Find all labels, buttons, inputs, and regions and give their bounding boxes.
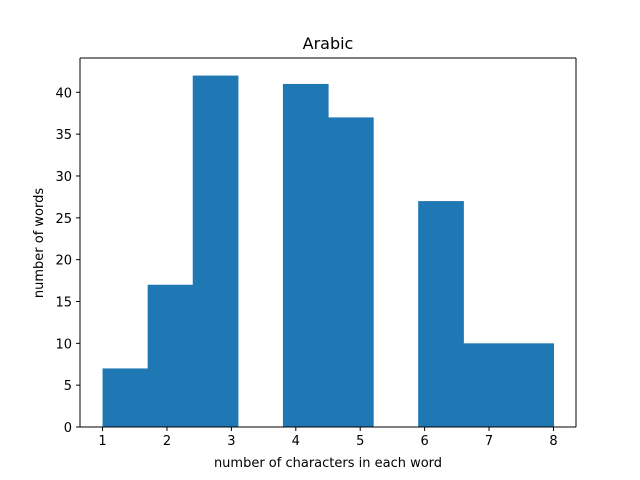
y-tick-label: 15 bbox=[55, 295, 72, 310]
x-tick-label: 2 bbox=[163, 434, 171, 449]
bars-layer bbox=[102, 75, 555, 427]
histogram-bar bbox=[463, 343, 509, 427]
histogram-bar bbox=[102, 368, 149, 427]
x-tick-label: 6 bbox=[420, 434, 428, 449]
histogram-bar bbox=[418, 201, 464, 427]
x-tick-label: 7 bbox=[485, 434, 493, 449]
histogram-bar bbox=[508, 343, 555, 427]
x-tick-label: 4 bbox=[292, 434, 300, 449]
x-tick-label: 8 bbox=[549, 434, 557, 449]
y-axis-label: number of words bbox=[32, 188, 47, 298]
axes-layer: 1 2 3 4 5 6 7 8 0 5 10 15 20 25 30 35 40 bbox=[55, 57, 577, 449]
x-tick-label: 5 bbox=[356, 434, 364, 449]
y-tick-label: 30 bbox=[55, 170, 72, 185]
chart-title: Arabic bbox=[303, 34, 354, 53]
y-tick-label: 20 bbox=[55, 254, 72, 269]
y-tick-label: 0 bbox=[64, 421, 72, 436]
histogram-bar bbox=[147, 284, 194, 427]
x-tick-label: 1 bbox=[98, 434, 106, 449]
y-tick-label: 25 bbox=[55, 212, 72, 227]
histogram-bar bbox=[192, 75, 239, 427]
y-tick-label: 35 bbox=[55, 128, 72, 143]
histogram-bar bbox=[328, 117, 374, 427]
y-tick-label: 10 bbox=[55, 337, 72, 352]
histogram-bar bbox=[282, 83, 329, 427]
x-axis-label: number of characters in each word bbox=[214, 456, 442, 471]
y-tick-label: 40 bbox=[55, 86, 72, 101]
y-tick-label: 5 bbox=[64, 379, 72, 394]
x-tick-label: 3 bbox=[227, 434, 235, 449]
